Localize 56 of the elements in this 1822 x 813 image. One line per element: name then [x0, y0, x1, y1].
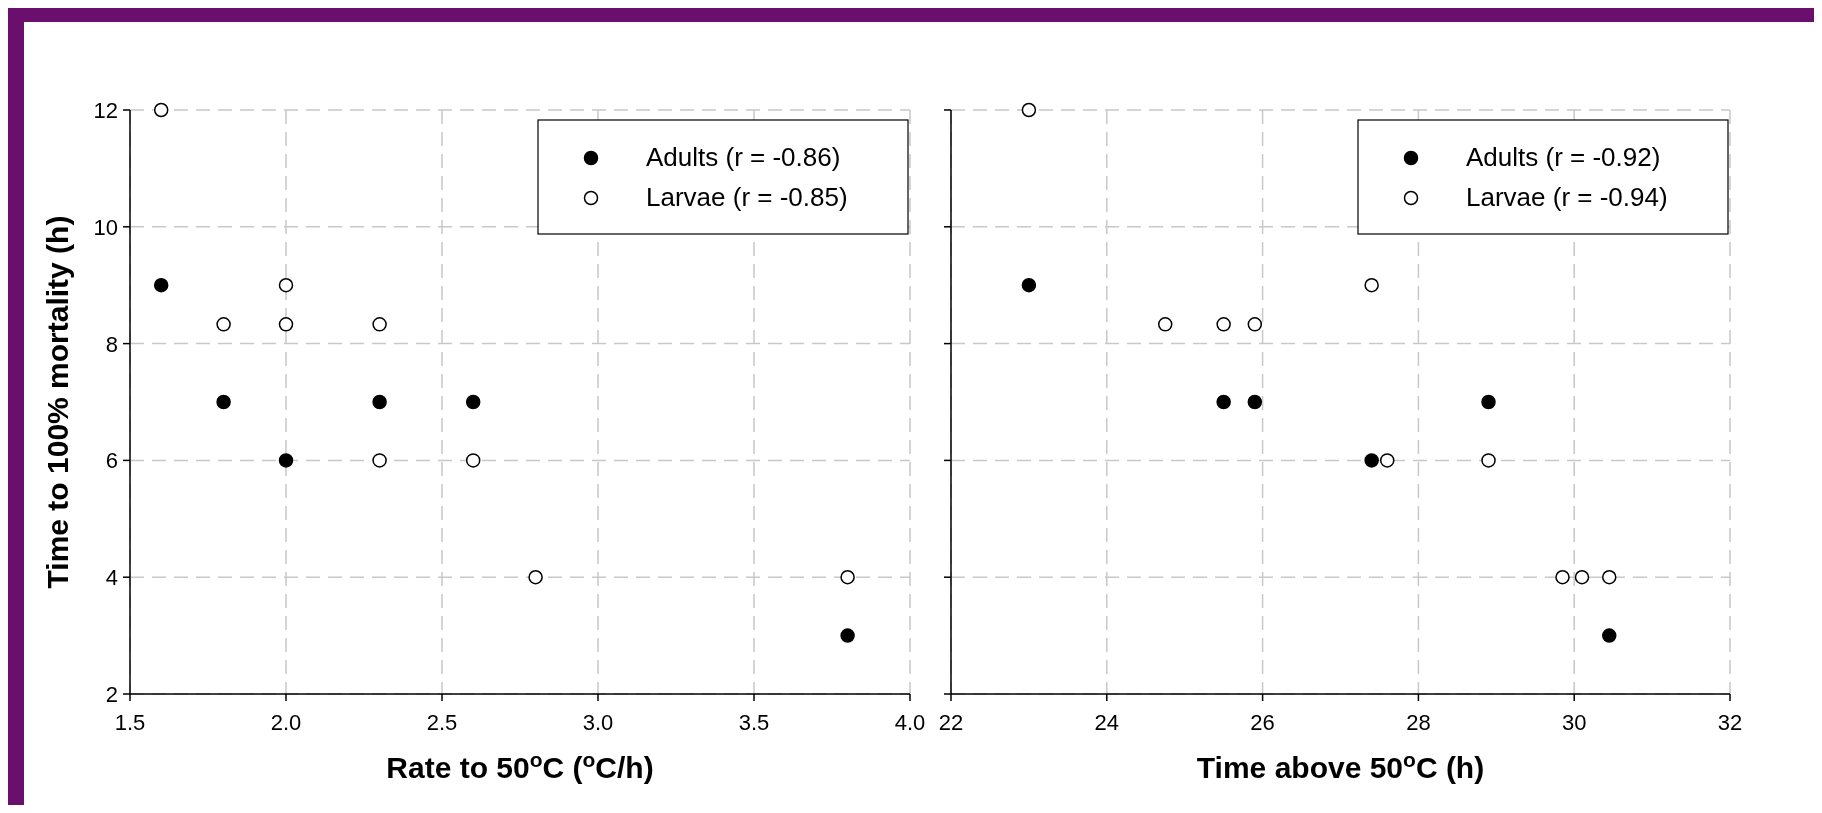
- y-tick-label: 4: [105, 565, 118, 591]
- point: [1364, 277, 1379, 293]
- x-tick-label: 22: [938, 710, 964, 735]
- point: [840, 628, 855, 643]
- legend-label: Adults (r = -0.92): [1466, 142, 1661, 172]
- y-tick-label: 2: [105, 682, 118, 707]
- point: [1602, 569, 1617, 585]
- point: [278, 317, 294, 332]
- x-tick-label: 2.0: [270, 710, 302, 735]
- x-tick-label: 26: [1250, 710, 1275, 735]
- legend-label: Adults (r = -0.86): [646, 142, 841, 172]
- x-axis-title: Time above 50$^{o}$C (h): [1196, 747, 1485, 784]
- point: [1481, 453, 1496, 468]
- point: [278, 453, 294, 468]
- point: [153, 277, 169, 293]
- point: [372, 317, 387, 332]
- x-tick-label: 30: [1561, 710, 1587, 735]
- x-axis-title: Rate to 50$^{o}$C ($^{o}$C/h): [386, 747, 654, 784]
- x-tick-label: 32: [1717, 710, 1743, 735]
- point: [1216, 317, 1231, 332]
- x-tick-label: 24: [1094, 710, 1120, 735]
- point: [1216, 394, 1231, 410]
- legend-label: Larvae (r = -0.94): [1466, 182, 1668, 212]
- point: [1364, 453, 1379, 468]
- x-tick-label: 2.5: [426, 710, 458, 735]
- point: [372, 394, 387, 410]
- x-tick-label: 28: [1406, 710, 1431, 735]
- point: [1247, 394, 1263, 410]
- point: [1247, 317, 1263, 332]
- point: [1021, 102, 1037, 118]
- point: [216, 317, 231, 332]
- x-tick-label: 4.0: [894, 710, 926, 735]
- point: [1555, 569, 1570, 585]
- y-tick-label: 6: [105, 448, 118, 474]
- point: [216, 394, 231, 410]
- y-tick-label: 10: [93, 214, 118, 240]
- y-tick-label: 12: [93, 98, 118, 123]
- y-axis-title: Time to 100% mortality (h): [41, 215, 74, 589]
- y-tick-label: 8: [105, 331, 118, 357]
- legend-label: Larvae (r = -0.85): [646, 182, 848, 212]
- point: [465, 453, 481, 468]
- point: [528, 569, 543, 585]
- point: [153, 102, 169, 118]
- point: [1574, 569, 1590, 585]
- x-tick-label: 3.0: [582, 710, 614, 735]
- point: [1602, 628, 1617, 643]
- point: [840, 569, 855, 585]
- point: [1021, 277, 1037, 293]
- point: [1481, 394, 1496, 410]
- point: [465, 394, 481, 410]
- x-tick-label: 1.5: [114, 710, 146, 735]
- point: [1379, 453, 1395, 468]
- point: [372, 453, 387, 468]
- point: [278, 277, 294, 293]
- x-tick-label: 3.5: [738, 710, 770, 735]
- point: [1157, 317, 1173, 332]
